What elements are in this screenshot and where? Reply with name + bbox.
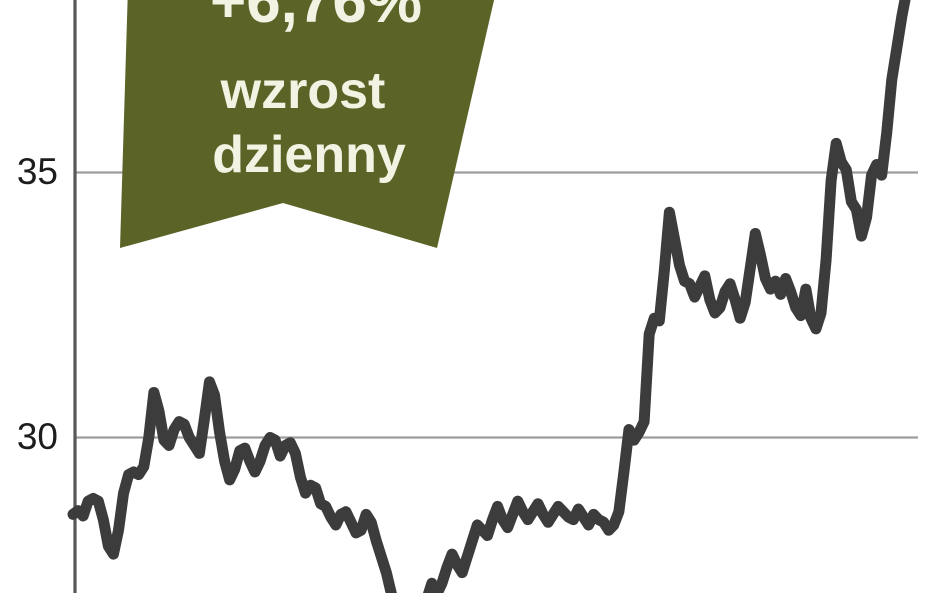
- badge-line-1: +6,76%: [210, 0, 422, 36]
- ytick-label-30: 30: [17, 416, 58, 457]
- badge-ribbon-shape: [120, 0, 495, 248]
- ytick-label-35: 35: [17, 151, 58, 192]
- badge-line-3: dzienny: [212, 126, 406, 184]
- badge-line-2: wzrost: [220, 62, 386, 120]
- series-line-kurs: [67, 0, 911, 593]
- annotation-badge: +6,76% wzrost dzienny: [120, 0, 495, 248]
